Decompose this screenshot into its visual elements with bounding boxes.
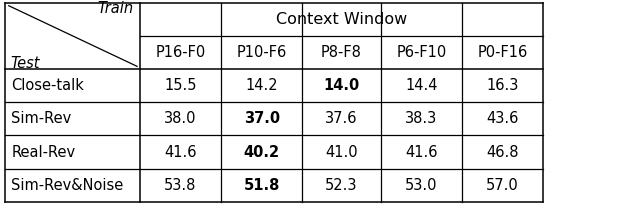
Text: 14.2: 14.2 bbox=[245, 78, 278, 93]
Text: 14.4: 14.4 bbox=[405, 78, 438, 93]
Text: Context Window: Context Window bbox=[276, 12, 407, 27]
Text: 41.6: 41.6 bbox=[164, 145, 197, 160]
Text: P16-F0: P16-F0 bbox=[155, 45, 205, 60]
Text: 16.3: 16.3 bbox=[486, 78, 519, 93]
Text: 43.6: 43.6 bbox=[486, 111, 519, 126]
Text: Sim-Rev: Sim-Rev bbox=[11, 111, 71, 126]
Text: 40.2: 40.2 bbox=[244, 145, 280, 160]
Text: 51.8: 51.8 bbox=[244, 178, 280, 193]
Text: Real-Rev: Real-Rev bbox=[11, 145, 75, 160]
Text: Close-talk: Close-talk bbox=[11, 78, 84, 93]
Text: 37.0: 37.0 bbox=[244, 111, 280, 126]
Text: P6-F10: P6-F10 bbox=[396, 45, 446, 60]
Text: P10-F6: P10-F6 bbox=[237, 45, 287, 60]
Text: Test: Test bbox=[10, 56, 39, 71]
Text: 14.0: 14.0 bbox=[324, 78, 359, 93]
Text: 53.8: 53.8 bbox=[164, 178, 197, 193]
Text: 41.0: 41.0 bbox=[325, 145, 358, 160]
Text: P8-F8: P8-F8 bbox=[321, 45, 362, 60]
Text: 57.0: 57.0 bbox=[486, 178, 519, 193]
Text: 53.0: 53.0 bbox=[405, 178, 438, 193]
Text: 38.3: 38.3 bbox=[405, 111, 438, 126]
Text: 41.6: 41.6 bbox=[405, 145, 438, 160]
Text: 15.5: 15.5 bbox=[164, 78, 197, 93]
Text: 52.3: 52.3 bbox=[326, 178, 357, 193]
Text: 46.8: 46.8 bbox=[486, 145, 519, 160]
Text: Sim-Rev&Noise: Sim-Rev&Noise bbox=[11, 178, 123, 193]
Text: P0-F16: P0-F16 bbox=[478, 45, 528, 60]
Text: 38.0: 38.0 bbox=[164, 111, 197, 126]
Text: 37.6: 37.6 bbox=[326, 111, 357, 126]
Text: Train: Train bbox=[97, 1, 133, 16]
